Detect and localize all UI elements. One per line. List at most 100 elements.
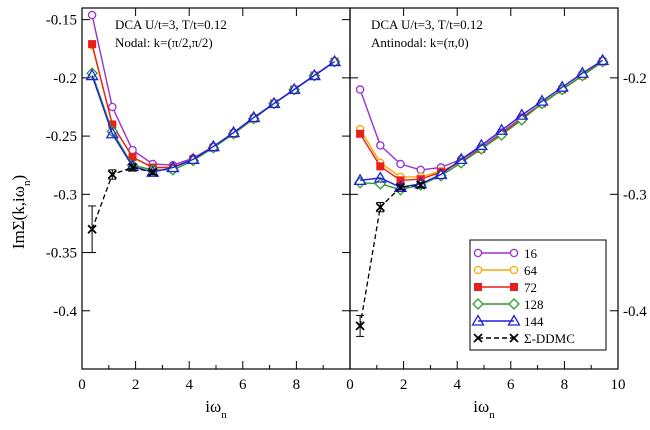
panel-left-x-tick-label-4: 8 (293, 377, 301, 393)
legend-entry-sigma: Σ-DDMC (473, 331, 575, 346)
panel-right-x-tick-label-0: 0 (346, 377, 354, 393)
panel-left-ddmc-point-2 (127, 162, 138, 173)
panel-right-ddmc-point-1 (375, 202, 385, 212)
panel-right-x-axis-title-subscript: n (489, 409, 495, 421)
panel-left-series-16-point-0 (87, 10, 97, 20)
y-axis-title-group: ImΣ(k,iωn) (9, 175, 33, 249)
y-axis-title: ImΣ(k,iωn) (9, 175, 33, 249)
panel-left-series-144-markers (85, 54, 342, 177)
panel-left-series-144-line (91, 61, 335, 173)
panel-right-series-72-point-0 (356, 129, 365, 138)
panel-left-y-tick-label-2: -0.25 (46, 129, 77, 145)
panel-right: 0 2 4 6 8 10-0.2-0.3-0.4 DCA U/t=3, T/t=0.12 … (346, 7, 647, 421)
panel-right-series-144-point-9 (535, 94, 549, 106)
panel-right-y-tick-label-0: -0.2 (623, 71, 647, 87)
panel-left-series-144-point-1 (105, 126, 119, 139)
legend-entry-144-marker-right (507, 314, 521, 326)
panel-left-series-128-markers (86, 55, 341, 176)
panel-left-ddmc-point-1 (107, 169, 117, 180)
panel-left-x-tick-label-0: 0 (78, 377, 86, 393)
legend-entry-64-marker-right (509, 265, 519, 275)
panel-right-series-144-point-7 (494, 123, 509, 135)
panel-right-plot-layer: 0 2 4 6 8 10 -0.2 -0.3 -0.4 (346, 8, 647, 393)
panel-left-series-144-point-6 (206, 139, 220, 152)
legend-entry-72-marker-right (510, 283, 518, 291)
panel-right-series-ddmc-line (359, 184, 421, 327)
legend-entry-72-marker-left (474, 283, 482, 291)
panel-right-series-128-markers (354, 55, 609, 196)
legend-entry-64-marker-left (473, 265, 483, 275)
panel-left-series-144-point-4 (166, 160, 180, 173)
panel-left-annotation-line2: Nodal: k=(π/2,π/2) (115, 35, 213, 50)
panel-left-x-tick-label-3: 6 (239, 377, 247, 393)
legend-entry-16-marker-right (509, 248, 519, 258)
legend-entry-64-label: 64 (524, 263, 538, 278)
y-axis-title-close: ) (9, 175, 28, 181)
panel-right-series-16-point-1 (376, 141, 385, 150)
panel-right-series-144-point-5 (454, 152, 468, 165)
legend-entry-144-marker-left (471, 314, 485, 326)
panel-right-series-72-point-1 (376, 162, 385, 171)
panel-left-series-144-point-12 (327, 54, 342, 67)
panel-left-series-ddmc-line (91, 166, 153, 230)
panel-right-series-16-point-2 (396, 159, 405, 169)
panel-left-series-16-point-1 (108, 102, 117, 112)
panel-left-frame (81, 7, 351, 370)
panel-left-y-tick-label-1: -0.2 (53, 71, 77, 87)
panel-left-series-144-point-11 (307, 68, 322, 81)
panel-right-series-64-markers (355, 57, 607, 182)
panel-left-series-ddmc-points (87, 162, 158, 254)
panel-left-series-144-point-0 (85, 68, 99, 81)
legend-entry-144-label: 144 (524, 314, 544, 329)
panel-right-series-72-line (359, 61, 603, 182)
panel-left-series-144-point-7 (226, 125, 241, 138)
panel-right-series-72-markers (356, 57, 607, 185)
panel-left-x-tick-label-2: 4 (185, 377, 193, 393)
panel-right-series-144-point-1 (373, 171, 387, 183)
legend-frame (469, 239, 607, 351)
panel-left-ddmc-point-3 (148, 167, 158, 177)
legend-entry-72: 72 (474, 280, 537, 295)
legend-entry-sigma-label: Σ-DDMC (524, 331, 575, 346)
legend-entry-128-label: 128 (524, 297, 544, 312)
panel-left-series-144-point-5 (186, 152, 200, 165)
panel-right-x-axis-title-main: iω (473, 397, 489, 416)
panel-left-ddmc-point-0 (87, 224, 97, 234)
panel-right-series-16-point-3 (416, 165, 425, 175)
panel-right-y-tick-label-1: -0.3 (623, 187, 647, 203)
panel-right-series-144-point-0 (353, 173, 367, 185)
panel-right-x-tick-label-5: 10 (611, 377, 626, 393)
legend-entry-144: 144 (471, 314, 544, 329)
panel-left-y-tick-label-5: -0.4 (53, 304, 77, 320)
legend-entry-16-marker-left (473, 248, 483, 258)
panel-left-series-144-point-9 (267, 96, 281, 109)
panel-right-series-128-point-0 (354, 176, 367, 189)
panel-right-y-tick-label-2: -0.4 (623, 304, 647, 320)
y-axis-title-subscript: n (21, 180, 33, 186)
panel-left-series-72-point-0 (88, 40, 97, 49)
panel-right-series-144-point-10 (555, 80, 569, 92)
panel-right-series-144-point-8 (515, 108, 529, 120)
panel-left-plot-layer: 0 2 4 6 8 -0.15 -0.2 -0.25 -0.3 -0.35 -0.4 (46, 8, 350, 393)
panel-right-series-144-point-2 (393, 180, 408, 192)
panel-left-y-tick-label-3: -0.3 (53, 187, 77, 203)
panel-right-x-tick-label-3: 6 (507, 377, 515, 393)
legend: 16 64 72 128 144 Σ-DDMC (469, 239, 607, 351)
legend-entry-64: 64 (473, 263, 538, 278)
panel-left-x-tick-label-1: 2 (132, 377, 140, 393)
legend-entry-16: 16 (473, 246, 538, 261)
panel-right-ddmc-point-2 (395, 182, 406, 192)
panel-right-annotation-line1: DCA U/t=3, T/t=0.12 (371, 17, 483, 32)
panel-right-series-144-point-12 (595, 53, 610, 66)
legend-entry-128-marker-right (508, 298, 520, 310)
panel-right-x-tick-label-4: 8 (561, 377, 569, 393)
legend-entry-sigma-marker-left (473, 333, 483, 343)
panel-left-series-144-point-8 (247, 110, 261, 123)
panel-right-x-tick-label-1: 2 (400, 377, 408, 393)
panel-left-annotation-line1: DCA U/t=3, T/t=0.12 (115, 17, 227, 32)
panel-right-series-128-line (360, 61, 603, 191)
panel-left-series-128-point-1 (106, 125, 119, 138)
panel-left-series-128-point-0 (86, 67, 99, 80)
panel-right-series-144-point-11 (575, 66, 590, 78)
